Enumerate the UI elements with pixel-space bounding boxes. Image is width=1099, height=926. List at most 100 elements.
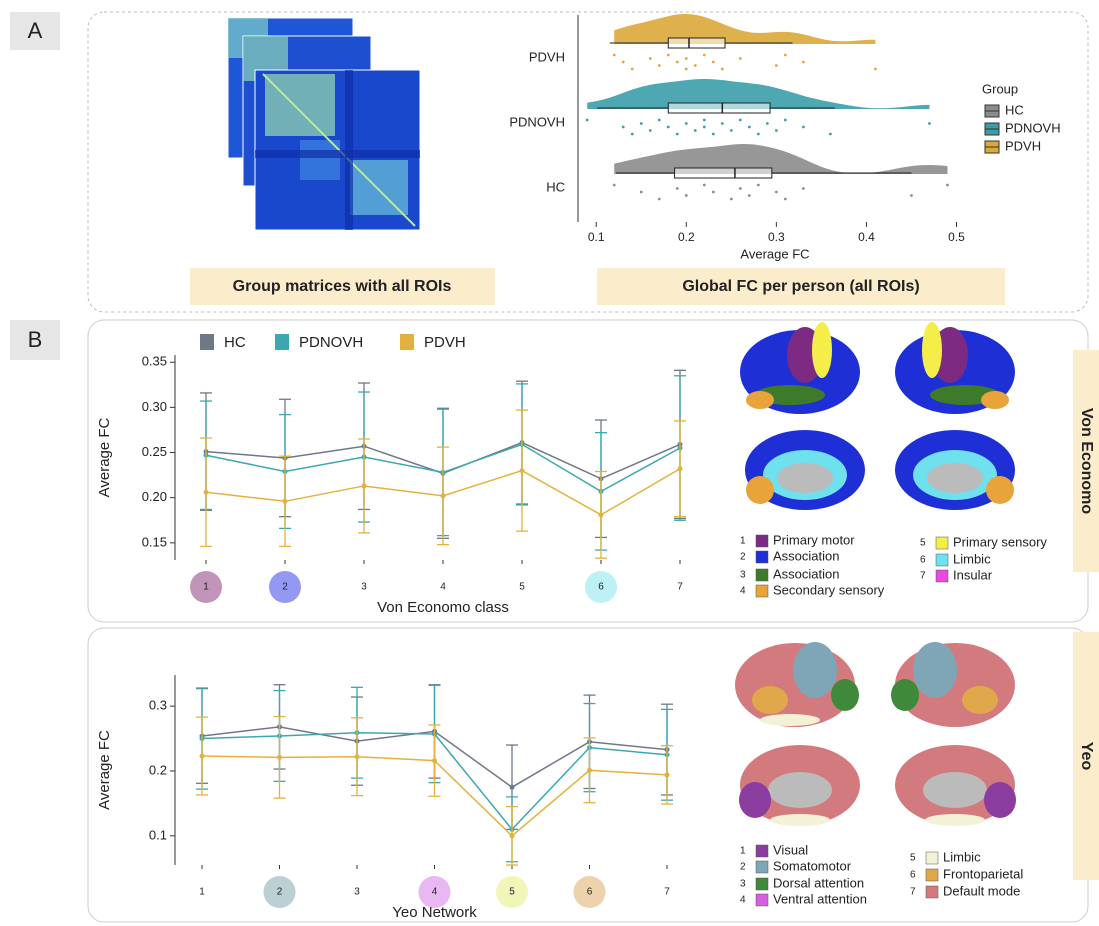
legend-number: 7 <box>920 571 926 582</box>
box <box>674 167 773 179</box>
caption: Global FC per person (all ROIs) <box>682 278 919 295</box>
point <box>612 53 616 57</box>
point <box>756 132 760 136</box>
legend-label: Limbic <box>953 551 991 566</box>
legend-number: 3 <box>740 570 746 581</box>
point <box>664 772 670 778</box>
matrix-stack <box>227 17 421 231</box>
legend-number: 5 <box>920 538 926 549</box>
legend-swatch <box>755 893 769 907</box>
point <box>738 57 742 60</box>
legend-swatch <box>400 334 414 350</box>
point <box>639 122 643 125</box>
point <box>702 183 706 187</box>
legend-swatch <box>755 568 769 582</box>
point <box>702 125 706 129</box>
x-tick-label: 0.4 <box>858 230 875 244</box>
legend-label: Association <box>773 548 839 563</box>
legend-swatch <box>925 851 939 865</box>
point <box>630 67 634 71</box>
caption-box <box>190 268 495 305</box>
point <box>639 190 643 194</box>
legend-label: Frontoparietal <box>943 866 1023 881</box>
point <box>720 67 724 71</box>
legend-label: PDNOVH <box>299 334 363 351</box>
density <box>614 14 876 44</box>
legend-swatch <box>925 885 939 899</box>
point <box>684 57 688 60</box>
y-tick-label: 0.2 <box>149 762 167 777</box>
point <box>910 194 913 197</box>
point <box>702 53 706 57</box>
point <box>684 194 688 197</box>
point <box>675 187 679 190</box>
point <box>666 125 670 129</box>
caption-box <box>597 268 1005 305</box>
x-tick-label: 6 <box>598 582 604 593</box>
point <box>657 197 661 201</box>
point <box>630 132 634 136</box>
point <box>747 125 751 129</box>
x-axis-label: Von Economo class <box>377 599 509 616</box>
y-tick-label: 0.35 <box>142 354 167 369</box>
y-tick-label: 0.30 <box>142 399 167 414</box>
legend-label: Dorsal attention <box>773 875 864 890</box>
y-tick-label: 0.15 <box>142 534 167 549</box>
side-label-box <box>1073 632 1099 880</box>
legend-label: PDNOVH <box>1005 120 1061 135</box>
panel-frame <box>87 11 1089 313</box>
point <box>693 129 697 132</box>
point <box>598 512 604 518</box>
point <box>729 129 733 132</box>
side-label: Yeo <box>1078 742 1095 771</box>
legend-swatch <box>935 553 949 567</box>
legend-label: Secondary sensory <box>773 582 885 597</box>
x-tick-label: 2 <box>282 582 288 593</box>
legend-label: Visual <box>773 842 808 857</box>
y-tick-label: 0.3 <box>149 698 167 713</box>
legend-number: 4 <box>740 895 746 906</box>
legend-label: Primary sensory <box>953 534 1047 549</box>
density <box>614 144 948 174</box>
point <box>874 67 877 71</box>
point <box>648 129 652 132</box>
y-axis-label: Average FC <box>96 417 113 497</box>
panel-label-box <box>10 320 60 360</box>
point <box>432 758 437 764</box>
legend-swatch <box>275 334 289 350</box>
y-tick-label: 0.20 <box>142 489 167 504</box>
legend-swatch <box>935 569 949 583</box>
point <box>282 498 288 504</box>
y-tick-label: PDVH <box>529 49 565 64</box>
point <box>783 118 787 122</box>
legend-swatch <box>755 584 769 598</box>
legend-label: Primary motor <box>773 532 855 547</box>
point <box>828 132 832 136</box>
legend-number: 5 <box>910 853 916 864</box>
point <box>657 64 661 67</box>
legend-label: Insular <box>953 567 993 582</box>
point <box>361 483 367 489</box>
point <box>648 57 652 60</box>
point <box>801 187 805 190</box>
point <box>354 754 360 760</box>
legend-swatch <box>755 550 769 564</box>
point <box>756 183 760 187</box>
point <box>765 122 769 125</box>
x-tick-label: 1 <box>203 582 209 593</box>
brain-illustration <box>740 322 1015 510</box>
x-tick-label: 7 <box>677 582 683 593</box>
x-tick-label: 0.5 <box>948 230 965 244</box>
category-highlight <box>496 876 528 908</box>
legend-swatch <box>925 868 939 882</box>
legend-label: HC <box>1005 102 1024 117</box>
point <box>675 132 679 136</box>
point <box>666 53 670 57</box>
panel-label-box <box>10 12 60 50</box>
legend-number: 6 <box>910 870 916 881</box>
legend-swatch <box>755 844 769 858</box>
category-highlight <box>573 876 606 908</box>
legend-number: 1 <box>740 536 746 547</box>
legend-number: 2 <box>740 862 746 873</box>
x-tick-label: 0.3 <box>768 230 785 244</box>
